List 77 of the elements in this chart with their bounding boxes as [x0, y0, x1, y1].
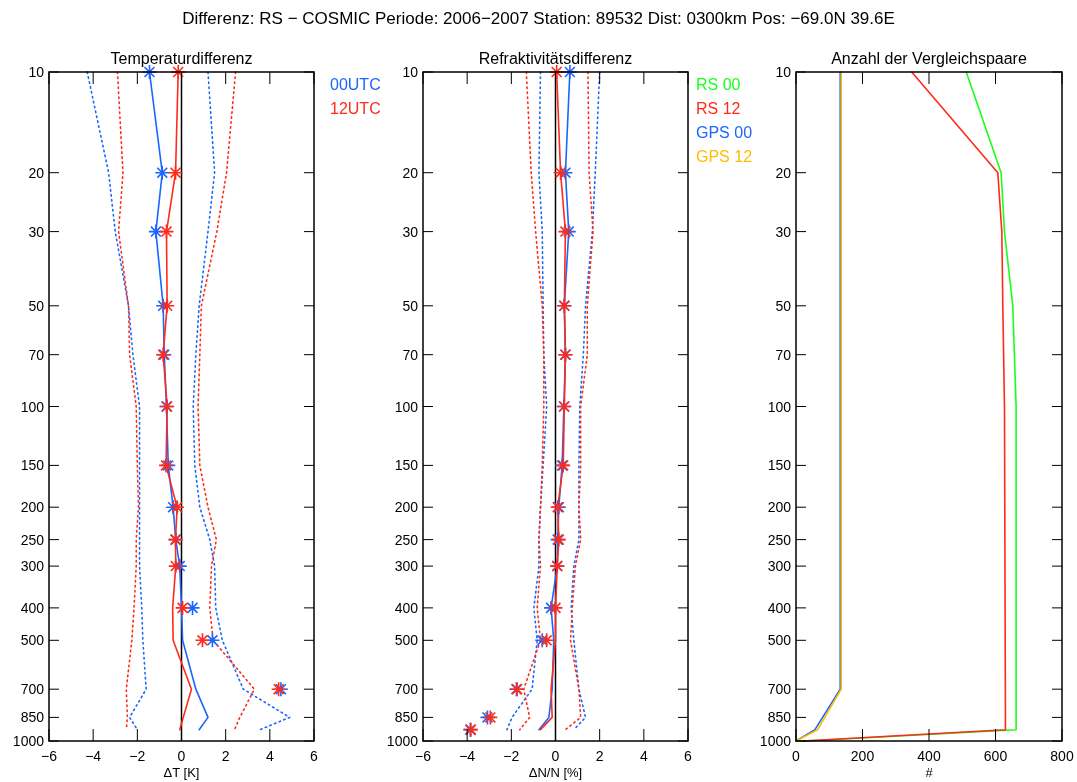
x-tick-label: 600 — [983, 748, 1008, 764]
x-tick-label: 0 — [177, 748, 186, 764]
y-tick-label: 20 — [775, 164, 792, 181]
y-tick-label: 400 — [394, 599, 419, 616]
y-tick-label: 300 — [767, 558, 792, 575]
y-tick-label: 200 — [20, 499, 45, 516]
y-tick-label: 400 — [20, 599, 45, 616]
x-tick-label: −6 — [415, 748, 432, 764]
x-tick-label: 800 — [1050, 748, 1074, 764]
y-tick-label: 10 — [775, 64, 792, 80]
y-tick-label: 70 — [775, 346, 792, 363]
y-tick-label: 200 — [394, 499, 419, 516]
y-tick-label: 100 — [767, 398, 792, 415]
y-tick-label: 500 — [20, 632, 45, 649]
y-tick-label: 500 — [394, 632, 419, 649]
x-tick-label: 0 — [792, 748, 801, 764]
y-tick-label: 50 — [28, 297, 45, 314]
text: RS 00 — [696, 76, 741, 93]
text: 12UTC — [330, 100, 381, 117]
y-tick-label: 70 — [28, 346, 45, 363]
y-tick-label: 150 — [394, 457, 419, 474]
y-tick-label: 10 — [402, 64, 419, 80]
x-tick-label: −4 — [459, 748, 476, 764]
x-tick-label: −2 — [503, 748, 520, 764]
text: RS 12 — [696, 100, 741, 117]
x-tick-label: 4 — [639, 748, 648, 764]
x-axis-title: # — [925, 765, 934, 780]
text: GPS 00 — [696, 124, 753, 141]
y-tick-label: 150 — [20, 457, 45, 474]
y-tick-label: 20 — [28, 164, 45, 181]
x-axis-title: ΔN/N [%] — [528, 765, 583, 780]
y-tick-label: 1000 — [759, 733, 792, 749]
text: Differenz: RS − COSMIC Periode: 2006−2007 Station: 89532 Dist: 0300km Pos: −69.0N 39.6E — [182, 9, 895, 28]
text: 00UTC — [330, 76, 381, 93]
y-tick-label: 500 — [767, 632, 792, 649]
x-tick-label: −6 — [41, 748, 58, 764]
y-tick-label: 700 — [394, 681, 419, 698]
y-tick-label: 400 — [767, 599, 792, 616]
x-tick-label: 4 — [265, 748, 274, 764]
y-tick-label: 100 — [394, 398, 419, 415]
x-tick-label: 0 — [551, 748, 560, 764]
y-tick-label: 70 — [402, 346, 419, 363]
x-tick-label: 6 — [684, 748, 693, 764]
chart-title: Anzahl der Vergleichspaare — [831, 50, 1027, 67]
x-tick-label: 400 — [917, 748, 941, 764]
y-tick-label: 30 — [402, 223, 419, 240]
y-tick-label: 20 — [402, 164, 419, 181]
x-tick-label: −2 — [129, 748, 146, 764]
y-tick-label: 250 — [394, 531, 419, 548]
y-tick-label: 250 — [767, 531, 792, 548]
chart-title: Temperaturdifferenz — [110, 50, 253, 67]
y-tick-label: 850 — [394, 709, 419, 726]
y-tick-label: 700 — [767, 681, 792, 698]
y-tick-label: 300 — [394, 558, 419, 575]
y-tick-label: 30 — [28, 223, 45, 240]
y-tick-label: 250 — [20, 531, 45, 548]
y-tick-label: 1000 — [12, 733, 45, 749]
y-tick-label: 1000 — [386, 733, 419, 749]
x-tick-label: −4 — [85, 748, 102, 764]
x-axis-title: ΔT [K] — [163, 765, 200, 780]
x-tick-label: 2 — [221, 748, 230, 764]
y-tick-label: 10 — [28, 64, 45, 80]
y-tick-label: 850 — [767, 709, 792, 726]
y-tick-label: 700 — [20, 681, 45, 698]
x-tick-label: 6 — [310, 748, 319, 764]
y-tick-label: 50 — [402, 297, 419, 314]
y-tick-label: 300 — [20, 558, 45, 575]
chart-title: Refraktivitätsdifferenz — [478, 50, 633, 67]
y-tick-label: 100 — [20, 398, 45, 415]
x-tick-label: 2 — [595, 748, 604, 764]
y-tick-label: 30 — [775, 223, 792, 240]
text: GPS 12 — [696, 148, 753, 165]
y-tick-label: 200 — [767, 499, 792, 516]
y-tick-label: 150 — [767, 457, 792, 474]
y-tick-label: 50 — [775, 297, 792, 314]
y-tick-label: 850 — [20, 709, 45, 726]
x-tick-label: 200 — [850, 748, 875, 764]
